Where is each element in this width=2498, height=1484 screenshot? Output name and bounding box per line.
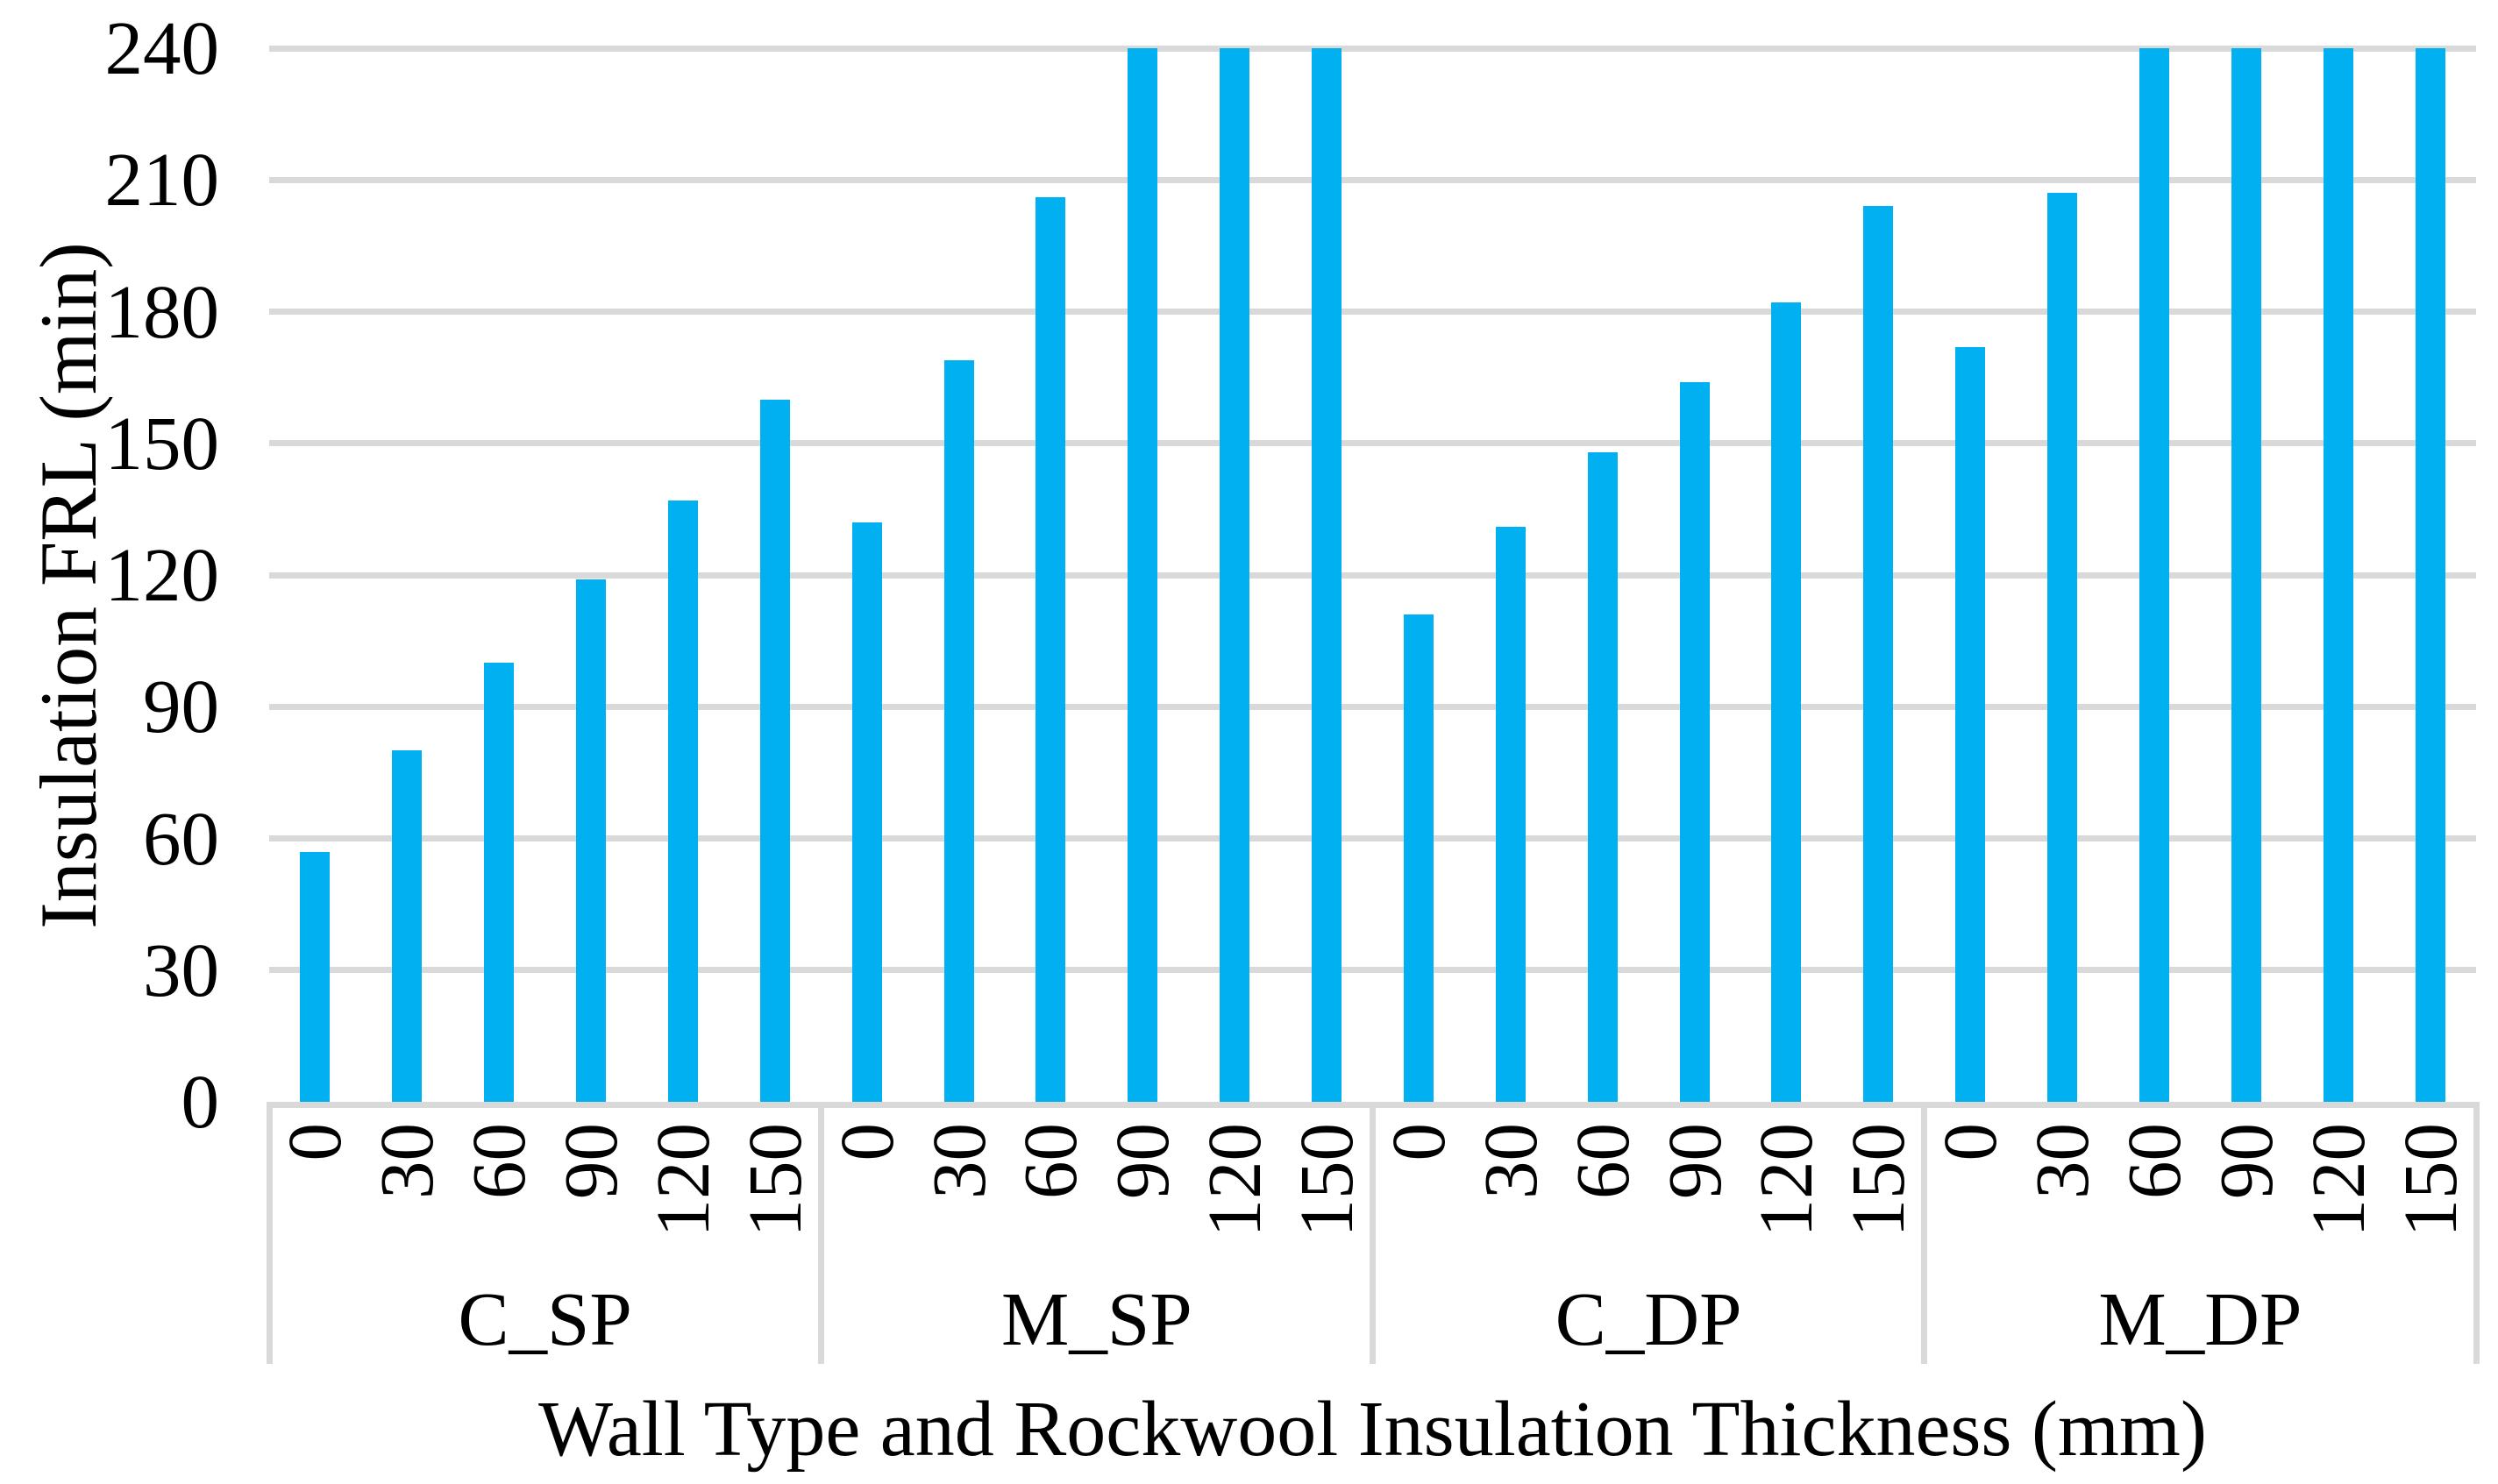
bar-C_SP-120 bbox=[667, 500, 698, 1102]
y-tick-label-60: 60 bbox=[143, 795, 219, 881]
bar-M_DP-0 bbox=[1955, 346, 1986, 1102]
bar-C_SP-90 bbox=[576, 579, 607, 1102]
group-label-M_SP: M_SP bbox=[1001, 1276, 1192, 1361]
gridline-y30 bbox=[269, 967, 2476, 974]
gridline-y180 bbox=[269, 309, 2476, 315]
bar-C_DP-150 bbox=[1863, 206, 1894, 1102]
y-tick-label-150: 150 bbox=[104, 400, 220, 486]
bar-M_SP-90 bbox=[1128, 48, 1158, 1102]
bar-M_SP-30 bbox=[943, 359, 974, 1102]
bar-C_SP-0 bbox=[300, 851, 331, 1102]
bar-C_DP-0 bbox=[1403, 614, 1434, 1102]
bar-M_SP-150 bbox=[1312, 48, 1342, 1102]
bar-C_SP-30 bbox=[392, 750, 423, 1102]
group-label-M_DP: M_DP bbox=[2098, 1276, 2302, 1361]
bar-M_SP-120 bbox=[1220, 48, 1250, 1102]
bar-M_DP-120 bbox=[2323, 48, 2353, 1102]
bar-M_DP-90 bbox=[2231, 48, 2261, 1102]
y-tick-label-240: 240 bbox=[104, 5, 220, 90]
bar-C_DP-90 bbox=[1679, 381, 1710, 1102]
y-tick-label-180: 180 bbox=[104, 268, 220, 354]
x-axis-line bbox=[269, 1102, 2476, 1108]
bar-C_DP-30 bbox=[1495, 526, 1526, 1102]
group-separator-4 bbox=[2473, 1102, 2480, 1364]
group-separator-1 bbox=[817, 1102, 824, 1364]
gridline-y90 bbox=[269, 703, 2476, 710]
gridline-y150 bbox=[269, 440, 2476, 447]
y-tick-label-120: 120 bbox=[104, 532, 220, 617]
y-tick-label-0: 0 bbox=[181, 1059, 220, 1144]
bar-M_SP-0 bbox=[851, 522, 882, 1102]
bar-C_DP-120 bbox=[1771, 302, 1802, 1102]
gridline-y60 bbox=[269, 835, 2476, 841]
group-separator-0 bbox=[266, 1102, 273, 1364]
group-separator-2 bbox=[1370, 1102, 1376, 1364]
bar-M_DP-150 bbox=[2415, 48, 2445, 1102]
bar-M_DP-30 bbox=[2047, 193, 2078, 1102]
y-tick-label-210: 210 bbox=[104, 137, 220, 223]
group-label-C_SP: C_SP bbox=[458, 1276, 632, 1361]
bar-C_DP-60 bbox=[1587, 451, 1618, 1102]
y-tick-label-90: 90 bbox=[143, 664, 219, 749]
bar-C_SP-60 bbox=[484, 663, 515, 1102]
group-label-C_DP: C_DP bbox=[1555, 1276, 1742, 1361]
gridline-y240 bbox=[269, 45, 2476, 52]
bar-M_DP-60 bbox=[2139, 48, 2169, 1102]
y-tick-label-30: 30 bbox=[143, 927, 219, 1012]
group-separator-3 bbox=[1921, 1102, 1928, 1364]
gridline-y210 bbox=[269, 176, 2476, 183]
bar-M_SP-60 bbox=[1035, 197, 1066, 1102]
x-axis-title: Wall Type and Rockwool Insulation Thickn… bbox=[538, 1386, 2207, 1473]
bar-C_SP-150 bbox=[759, 399, 790, 1102]
gridline-y120 bbox=[269, 572, 2476, 579]
